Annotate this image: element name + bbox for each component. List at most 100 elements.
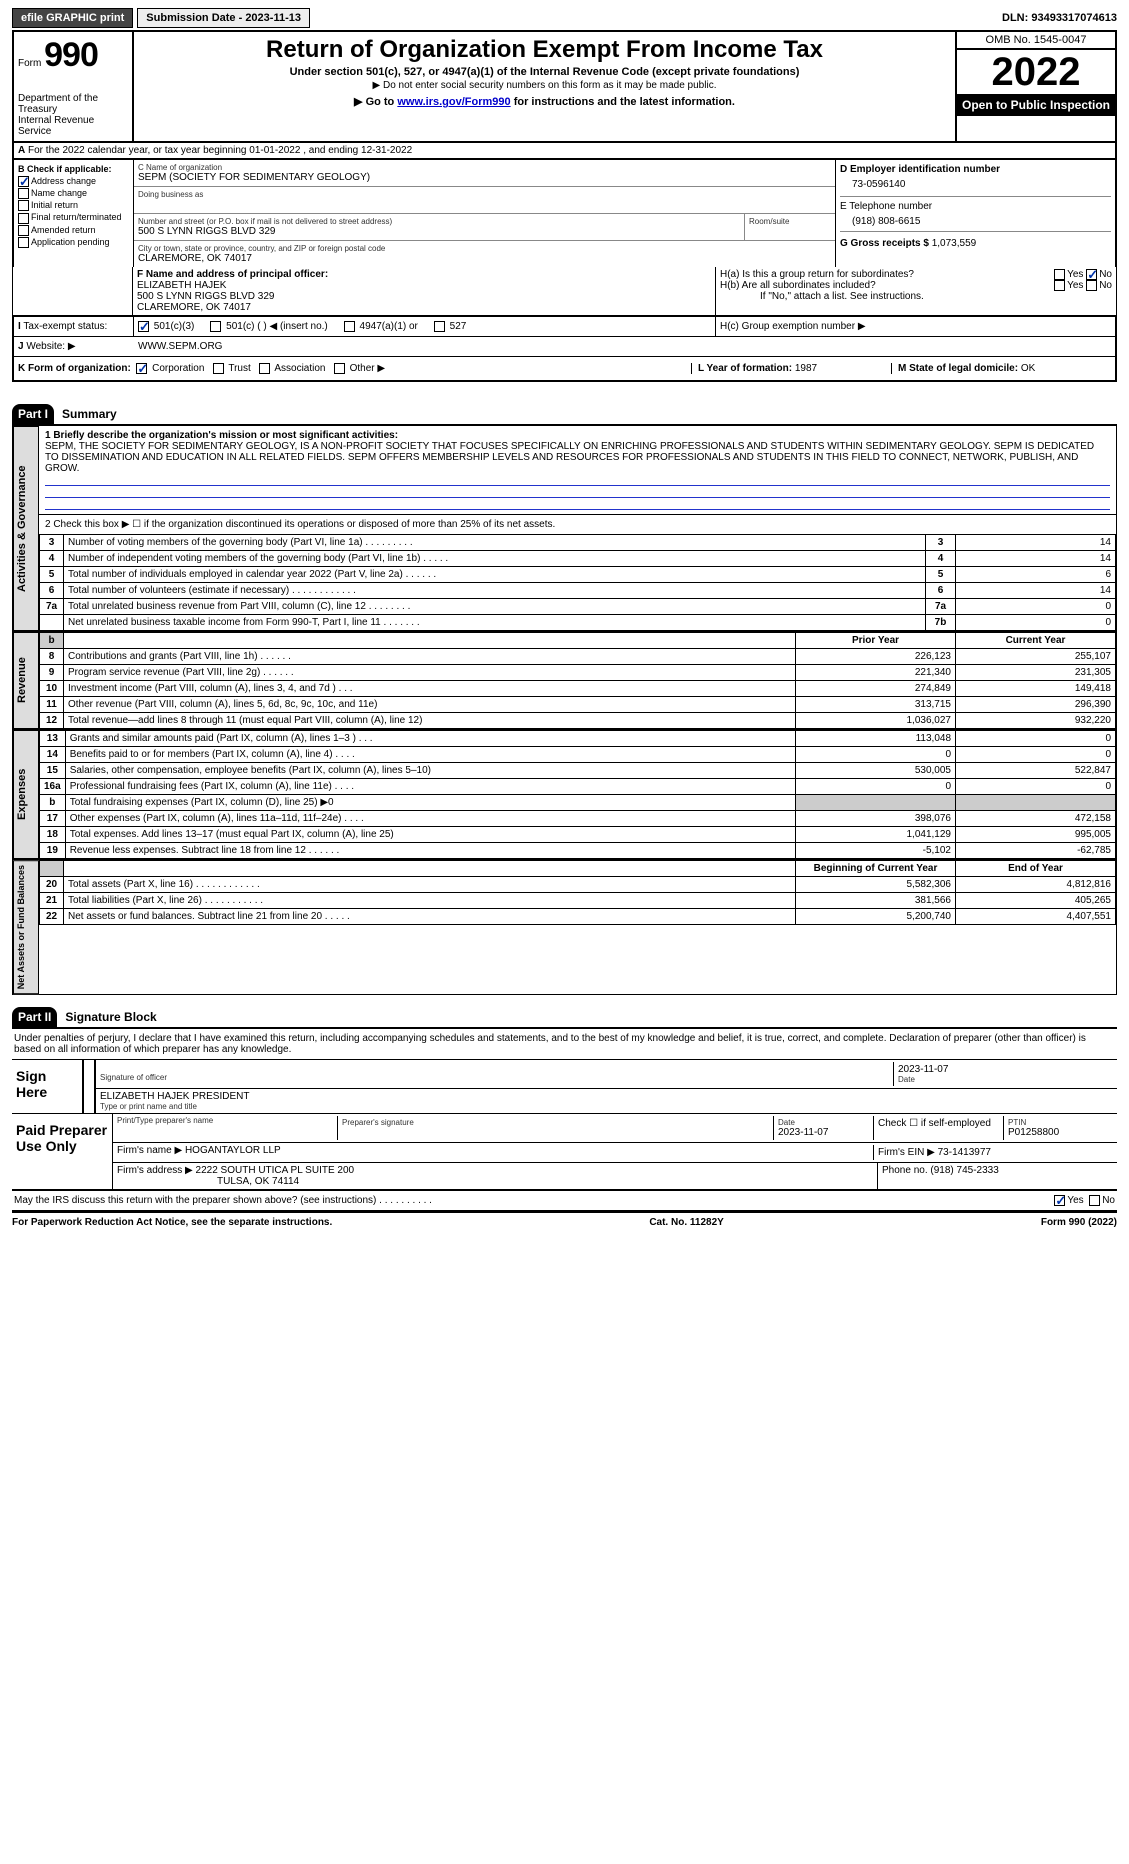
firm-addr2: TULSA, OK 74114 (117, 1176, 873, 1187)
year-form-lbl: L Year of formation: (698, 363, 792, 374)
org-name: SEPM (SOCIETY FOR SEDIMENTARY GEOLOGY) (138, 172, 831, 183)
discuss-question: May the IRS discuss this return with the… (14, 1195, 1054, 1206)
revenue-table: b Prior Year Current Year 8Contributions… (39, 632, 1116, 729)
chk-label: Initial return (31, 200, 78, 210)
yes-lbl: Yes (1067, 280, 1083, 291)
net-assets-table: Beginning of Current Year End of Year 20… (39, 860, 1116, 925)
mission-text: SEPM, THE SOCIETY FOR SEDIMENTARY GEOLOG… (45, 441, 1110, 474)
chk-assoc[interactable] (259, 363, 270, 374)
chk-4947[interactable] (344, 321, 355, 332)
opt-501c: 501(c) ( ) ◀ (insert no.) (226, 321, 328, 332)
firm-ein: 73-1413977 (938, 1147, 991, 1158)
officer-printed: ELIZABETH HAJEK PRESIDENT (100, 1091, 1113, 1102)
chk-501c[interactable] (210, 321, 221, 332)
chk-527[interactable] (434, 321, 445, 332)
revenue-section: Revenue b Prior Year Current Year 8Contr… (12, 632, 1117, 730)
expenses-table: 13Grants and similar amounts paid (Part … (39, 730, 1116, 859)
opt-other: Other ▶ (350, 363, 385, 374)
org-name-lbl: C Name of organization (138, 163, 831, 172)
h-b-no[interactable] (1086, 280, 1097, 291)
chk-trust[interactable] (213, 363, 224, 374)
chk-label: Application pending (31, 237, 110, 247)
h-b-yes[interactable] (1054, 280, 1065, 291)
chk-app-pending[interactable]: Application pending (18, 237, 129, 248)
dln: DLN: 93493317074613 (1002, 12, 1117, 24)
form-word: Form (18, 58, 41, 69)
room-lbl: Room/suite (749, 217, 831, 226)
discuss-yes[interactable] (1054, 1195, 1065, 1206)
chk-final-return[interactable]: Final return/terminated (18, 212, 129, 223)
activities-governance: Activities & Governance 1 Briefly descri… (12, 426, 1117, 632)
chk-name-change[interactable]: Name change (18, 188, 129, 199)
officer-lbl: F Name and address of principal officer: (137, 269, 711, 280)
year-formation: 1987 (795, 363, 817, 374)
chk-corp[interactable] (136, 363, 147, 374)
opt-assoc: Association (274, 363, 325, 374)
footer: For Paperwork Reduction Act Notice, see … (12, 1212, 1117, 1232)
sign-here: Sign Here (12, 1060, 82, 1113)
officer-addr1: 500 S LYNN RIGGS BLVD 329 (137, 291, 711, 302)
prep-sig-lbl: Preparer's signature (342, 1118, 769, 1127)
h-a-yes[interactable] (1054, 269, 1065, 280)
footer-mid: Cat. No. 11282Y (649, 1217, 723, 1228)
ptin: P01258800 (1008, 1127, 1109, 1138)
k-l-m-row: K Form of organization: Corporation Trus… (12, 356, 1117, 382)
yes-lbl: Yes (1067, 1195, 1083, 1206)
tax-year: 2022 (957, 50, 1115, 94)
mission-lbl: 1 Briefly describe the organization's mi… (45, 430, 1110, 441)
part2-tab: Part II (12, 1007, 57, 1027)
hdr-prior: Prior Year (796, 633, 956, 649)
ein: 73-0596140 (840, 175, 1111, 190)
ein-lbl: D Employer identification number (840, 164, 1111, 175)
line-a: A For the 2022 calendar year, or tax yea… (12, 141, 1117, 158)
website-row: J Website: ▶ WWW.SEPM.ORG (12, 336, 1117, 356)
h-b-note: If "No," attach a list. See instructions… (720, 291, 1112, 302)
sig-officer-lbl: Signature of officer (100, 1073, 893, 1082)
city-lbl: City or town, state or province, country… (138, 244, 831, 253)
h-c: H(c) Group exemption number ▶ (720, 321, 866, 332)
chk-501c3[interactable] (138, 321, 149, 332)
header-grid: B Check if applicable: Address change Na… (12, 158, 1117, 267)
form-org-lbl: K Form of organization: (18, 363, 131, 374)
street: 500 S LYNN RIGGS BLVD 329 (138, 226, 740, 237)
irs-link[interactable]: www.irs.gov/Form990 (397, 96, 510, 108)
ptin-lbl: PTIN (1008, 1118, 1109, 1127)
part2-title: Signature Block (65, 1010, 156, 1027)
submission-date: Submission Date - 2023-11-13 (137, 8, 310, 28)
opt-trust: Trust (228, 363, 250, 374)
firm-phone: (918) 745-2333 (930, 1165, 998, 1176)
dept-treasury: Department of the Treasury Internal Reve… (18, 93, 128, 137)
sig-date: 2023-11-07 (898, 1064, 1109, 1075)
efile-button[interactable]: efile GRAPHIC print (12, 8, 133, 28)
open-to-public: Open to Public Inspection (957, 94, 1115, 116)
officer-name: ELIZABETH HAJEK (137, 280, 711, 291)
hdr-end: End of Year (956, 861, 1116, 877)
goto-pre: ▶ Go to (354, 96, 397, 108)
h-a-no[interactable] (1086, 269, 1097, 280)
h-b: H(b) Are all subordinates included? (720, 280, 1054, 291)
chk-address-change[interactable]: Address change (18, 176, 129, 187)
vtab-revenue: Revenue (13, 632, 39, 729)
opt-corp: Corporation (152, 363, 204, 374)
chk-label: Amended return (31, 225, 96, 235)
chk-amended[interactable]: Amended return (18, 225, 129, 236)
website-lbl: Website: ▶ (26, 341, 75, 352)
expenses-section: Expenses 13Grants and similar amounts pa… (12, 730, 1117, 860)
right-col: D Employer identification number 73-0596… (835, 160, 1115, 267)
discuss-no[interactable] (1089, 1195, 1100, 1206)
phone: (918) 808-6615 (840, 212, 1111, 227)
hdr-curr: Current Year (956, 633, 1116, 649)
box-b-hdr: B Check if applicable: (18, 164, 129, 174)
omb-number: OMB No. 1545-0047 (957, 32, 1115, 50)
firm-phone-lbl: Phone no. (882, 1165, 928, 1176)
footer-right: Form 990 (2022) (1041, 1217, 1117, 1228)
chk-label: Address change (31, 176, 96, 186)
line2: 2 Check this box ▶ ☐ if the organization… (39, 515, 1116, 534)
no-lbl: No (1099, 269, 1112, 280)
box-c: C Name of organization SEPM (SOCIETY FOR… (134, 160, 835, 267)
form-header: Form 990 Department of the Treasury Inte… (12, 30, 1117, 141)
chk-other[interactable] (334, 363, 345, 374)
paid-preparer: Paid Preparer Use Only (12, 1114, 112, 1189)
chk-initial-return[interactable]: Initial return (18, 200, 129, 211)
declaration: Under penalties of perjury, I declare th… (12, 1029, 1117, 1060)
